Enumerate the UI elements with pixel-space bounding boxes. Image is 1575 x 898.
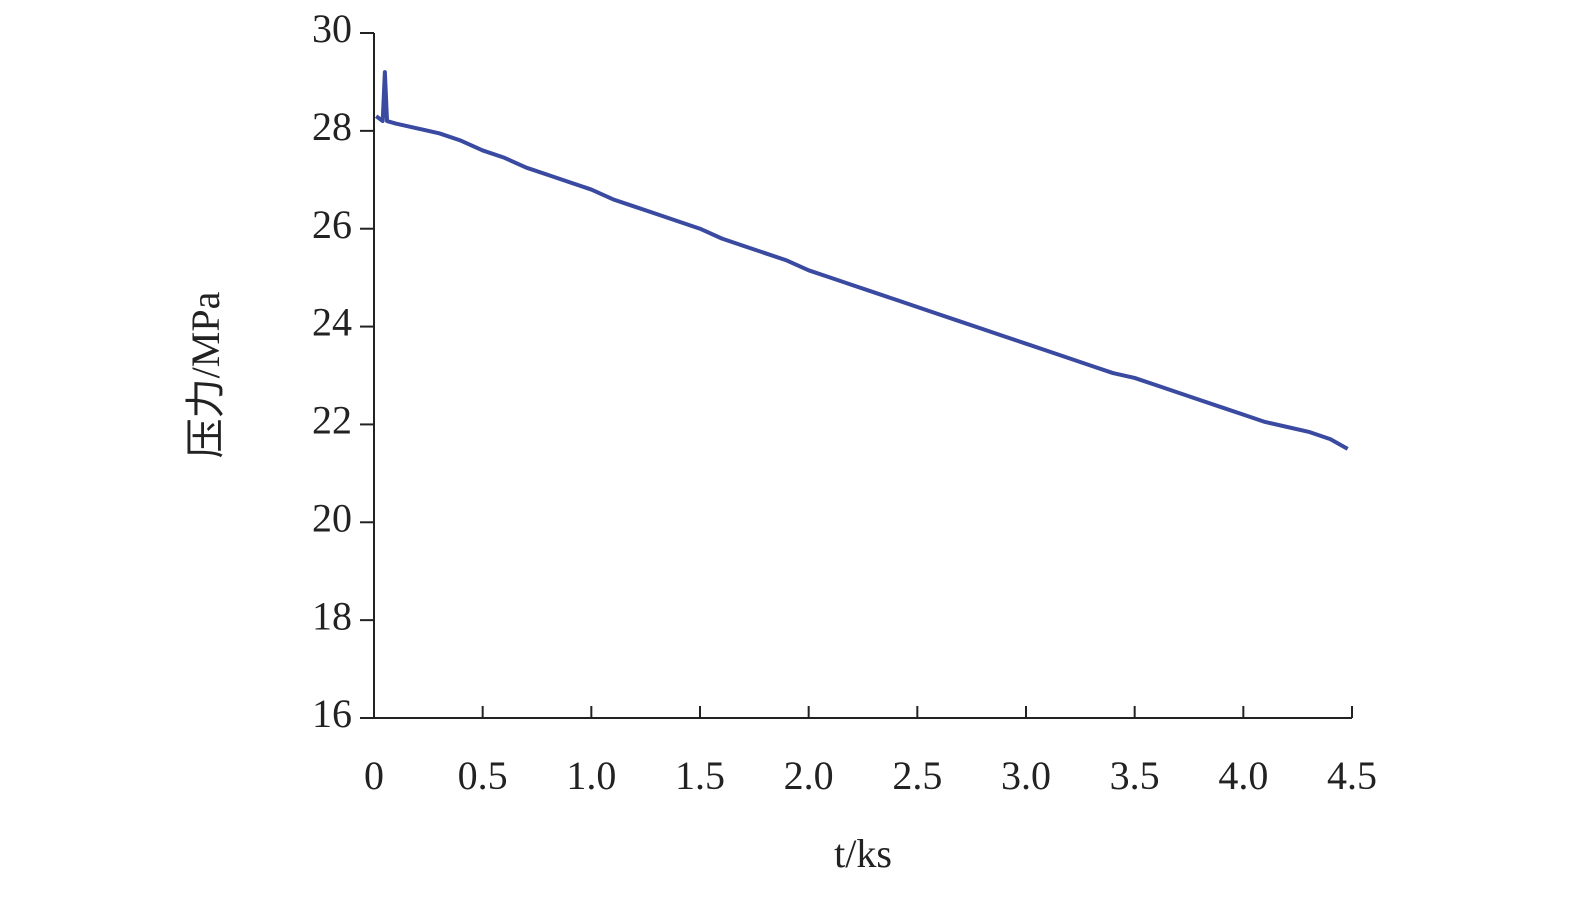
data-line: [374, 70, 1349, 451]
y-tick-label: 28: [312, 104, 352, 149]
y-tick-label: 18: [312, 593, 352, 638]
y-tick-label: 26: [312, 202, 352, 247]
y-axis-label: 压力/MPa: [183, 291, 228, 458]
y-tick-label: 20: [312, 495, 352, 540]
y-tick-label: 22: [312, 398, 352, 443]
x-tick-label: 1.0: [566, 753, 616, 798]
x-tick-label: 2.0: [784, 753, 834, 798]
x-tick-label: 2.5: [892, 753, 942, 798]
y-tick-label: 16: [312, 691, 352, 736]
x-tick-label: 4.5: [1327, 753, 1377, 798]
x-tick-label: 3.5: [1110, 753, 1160, 798]
x-tick-label: 1.5: [675, 753, 725, 798]
x-tick-label: 0: [364, 753, 384, 798]
y-tick-label: 30: [312, 6, 352, 51]
x-tick-label: 0.5: [458, 753, 508, 798]
y-tick-label: 24: [312, 300, 352, 345]
x-tick-label: 4.0: [1218, 753, 1268, 798]
x-tick-label: 3.0: [1001, 753, 1051, 798]
x-axis-label: t/ks: [834, 831, 892, 876]
